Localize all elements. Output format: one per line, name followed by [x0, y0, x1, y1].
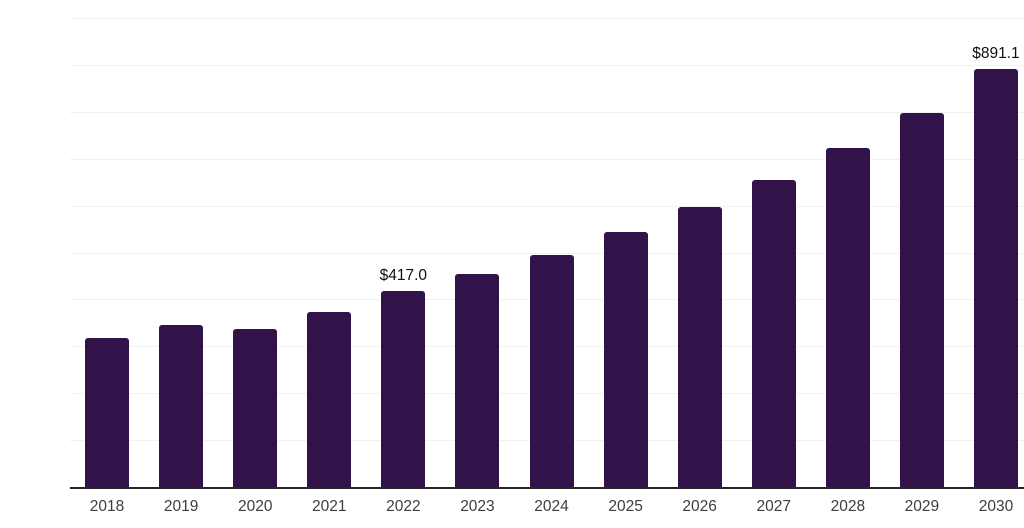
x-tick-label-2021: 2021 [312, 498, 347, 515]
market-forecast-bar-chart: $417.0 $891.1 2018 2019 2020 2021 2022 2023 202… [40, 16, 1024, 528]
x-tick-label-2024: 2024 [534, 498, 569, 515]
bar-slot-2030: $891.1 [959, 18, 1024, 487]
bar-slot-2018 [70, 18, 144, 487]
x-tick-label-2026: 2026 [682, 498, 717, 515]
bars-row: $417.0 $891.1 [70, 18, 1024, 487]
plot-area: $417.0 $891.1 [70, 18, 1024, 489]
bar-slot-2022: $417.0 [366, 18, 440, 487]
x-tick-label-2025: 2025 [608, 498, 643, 515]
x-tick-label-2029: 2029 [904, 498, 940, 515]
bar-slot-2019 [144, 18, 218, 487]
x-tick-label-2020: 2020 [237, 498, 273, 515]
gridline-500 [70, 252, 1024, 254]
bar-2026 [677, 207, 722, 487]
x-tick-label-2018: 2018 [89, 498, 125, 515]
bar-2027 [751, 179, 796, 487]
gridline-1000 [70, 18, 1024, 19]
x-axis-line [70, 487, 1024, 489]
bar-slot-2029 [885, 18, 959, 487]
x-axis-labels: 2018 2019 2020 2021 2022 2023 2024 2025 2026 2027… [70, 498, 1024, 516]
x-tick-label-2022: 2022 [386, 498, 421, 515]
bar-2030 [973, 69, 1018, 487]
x-tick-label-2028: 2028 [830, 498, 866, 515]
bar-2021 [307, 312, 352, 487]
bar-2028 [825, 147, 870, 487]
bar-slot-2024 [514, 18, 588, 487]
x-tick-label-2030: 2030 [978, 498, 1014, 515]
gridline-900 [70, 64, 1024, 66]
bar-slot-2027 [737, 18, 811, 487]
bar-2019 [159, 325, 204, 487]
bar-slot-2025 [589, 18, 663, 487]
data-label-2022: $417.0 [379, 267, 428, 285]
bar-2029 [899, 112, 944, 487]
bar-slot-2028 [811, 18, 885, 487]
bar-2024 [529, 254, 574, 487]
x-tick-label-2027: 2027 [756, 498, 791, 515]
x-tick-label-2019: 2019 [163, 498, 199, 515]
x-tick-label-2023: 2023 [460, 498, 495, 515]
gridline-700 [70, 158, 1024, 160]
gridline-600 [70, 205, 1024, 207]
bar-2022 [381, 291, 426, 487]
bar-2025 [603, 231, 648, 487]
bar-slot-2020 [218, 18, 292, 487]
bar-2018 [85, 337, 130, 487]
bar-slot-2023 [440, 18, 514, 487]
bar-slot-2026 [663, 18, 737, 487]
bar-slot-2021 [292, 18, 366, 487]
bar-2020 [233, 329, 278, 487]
data-label-2030: $891.1 [972, 45, 1020, 63]
bar-2023 [455, 273, 500, 487]
gridline-800 [70, 111, 1024, 113]
